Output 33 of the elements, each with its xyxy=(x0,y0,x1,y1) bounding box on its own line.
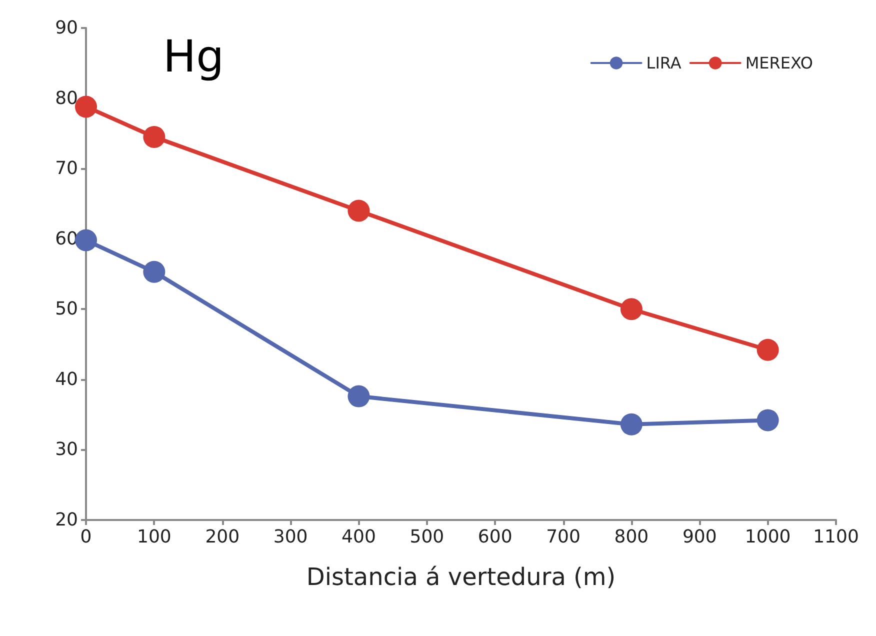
point xyxy=(756,338,779,361)
point xyxy=(348,385,370,408)
x-tick-label: 0 xyxy=(80,526,92,548)
y-tick-label: 80 xyxy=(55,88,78,109)
x-tick-label: 900 xyxy=(682,526,717,548)
x-tick-label: 700 xyxy=(546,526,580,548)
x-tick-label: 500 xyxy=(410,526,444,548)
y-tick-label: 90 xyxy=(55,18,78,38)
x-tick-label: 300 xyxy=(273,526,308,548)
x-tick-label: 800 xyxy=(614,526,649,548)
x-axis-title: Distancia á vertedura (m) xyxy=(306,563,616,591)
x-tick-label: 600 xyxy=(478,526,512,548)
y-tick-label: 30 xyxy=(55,439,78,460)
point xyxy=(348,200,370,222)
point xyxy=(143,126,166,148)
y-tick-label: 70 xyxy=(55,158,78,180)
point xyxy=(75,96,97,118)
x-tick-label: 400 xyxy=(342,526,376,548)
point xyxy=(756,409,779,432)
y-tick-label: 50 xyxy=(55,298,78,320)
y-tick-label: 20 xyxy=(55,510,78,530)
x-tick-label: 100 xyxy=(137,526,172,548)
point xyxy=(143,260,166,283)
x-tick-label: 1100 xyxy=(813,526,859,548)
point xyxy=(620,413,642,436)
chart-title: Hg xyxy=(163,32,224,82)
x-tick-label: 200 xyxy=(205,526,240,548)
legend-label: MEREXO xyxy=(745,54,813,72)
y-tick-label: 40 xyxy=(55,368,78,390)
x-tick-label: 1000 xyxy=(744,526,791,548)
legend-label: LIRA xyxy=(646,54,682,72)
point xyxy=(620,298,642,320)
point xyxy=(75,229,97,252)
